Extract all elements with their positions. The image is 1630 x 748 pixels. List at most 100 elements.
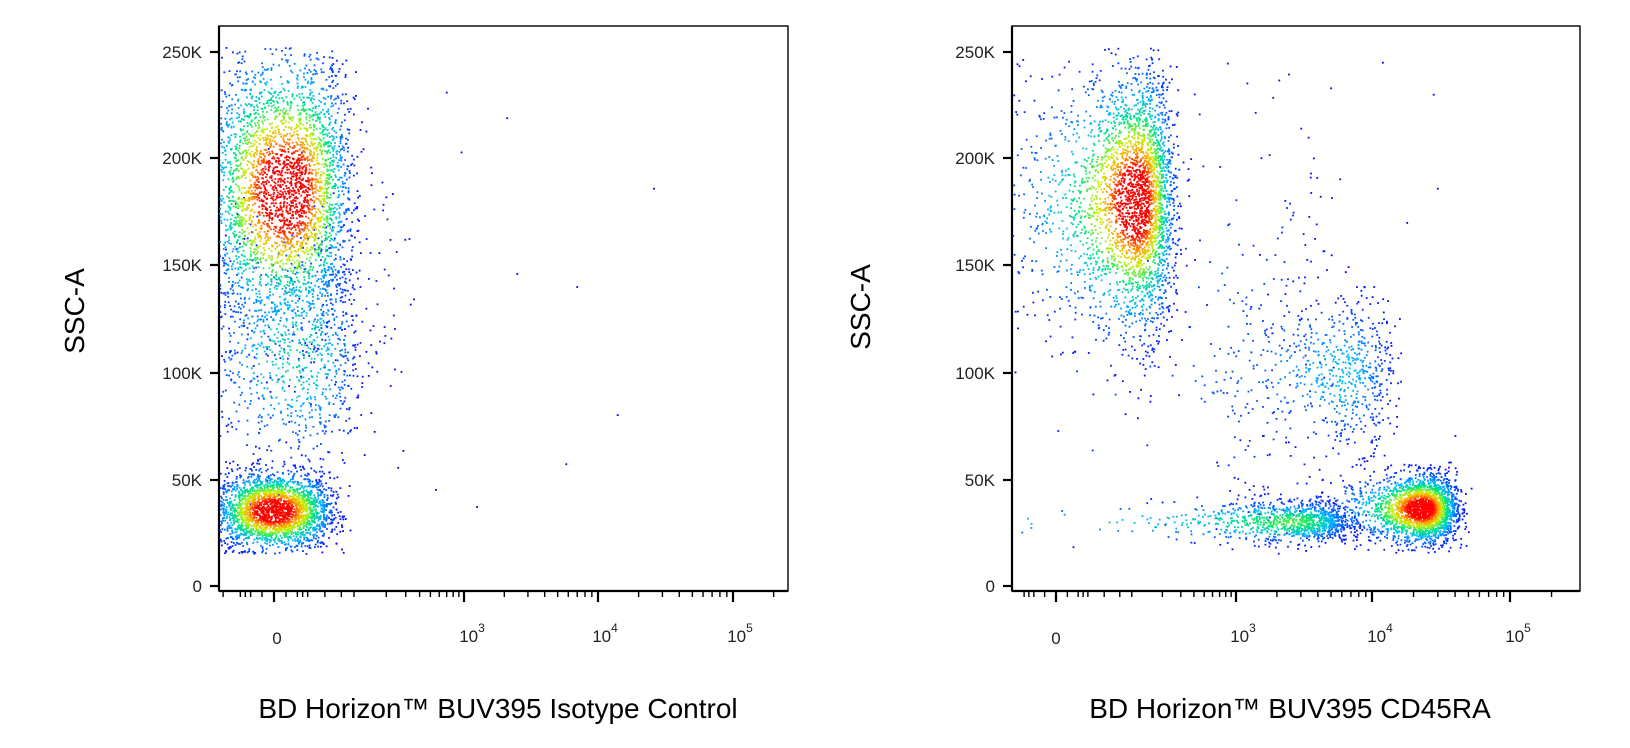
event-point [261, 108, 264, 110]
event-point [340, 159, 343, 162]
event-point [315, 171, 318, 174]
event-point [319, 202, 322, 205]
event-point [308, 144, 311, 147]
event-point [287, 307, 289, 309]
event-point [265, 483, 267, 486]
event-point [231, 551, 234, 553]
event-point [248, 199, 251, 202]
event-point [309, 265, 311, 268]
event-point [323, 508, 326, 511]
event-point [327, 487, 330, 489]
event-point [297, 357, 300, 360]
event-point [298, 342, 300, 345]
event-point [225, 351, 227, 353]
event-point [280, 347, 283, 350]
event-point [361, 121, 363, 124]
event-point [287, 59, 289, 62]
event-point [290, 415, 292, 418]
event-point [331, 344, 334, 346]
event-point [341, 190, 344, 193]
event-point [222, 197, 224, 200]
event-point [279, 480, 281, 483]
event-point [257, 380, 259, 382]
event-point [334, 254, 337, 256]
event-point [345, 320, 348, 323]
event-point [324, 395, 327, 398]
event-point [257, 318, 260, 321]
event-point [308, 320, 311, 323]
event-point [309, 53, 312, 56]
event-point [325, 191, 328, 194]
event-point [288, 527, 291, 530]
event-point [287, 538, 290, 541]
event-point [288, 341, 291, 344]
event-point [301, 507, 304, 509]
event-point [343, 258, 345, 260]
event-point [225, 145, 228, 147]
event-point [301, 414, 304, 417]
event-point [317, 216, 319, 219]
event-point [340, 386, 343, 389]
event-point [265, 240, 268, 242]
event-point [316, 445, 318, 448]
event-point [284, 398, 287, 401]
event-point [243, 507, 246, 509]
event-point [303, 524, 306, 527]
event-point [252, 489, 254, 492]
event-point [333, 130, 336, 132]
event-point [250, 103, 253, 106]
event-point [322, 137, 325, 140]
event-point [326, 326, 328, 328]
event-point [240, 509, 242, 512]
event-point [237, 371, 240, 373]
event-point [253, 322, 256, 325]
event-point [327, 186, 330, 189]
event-point [270, 478, 273, 481]
event-point [314, 527, 317, 530]
event-point [237, 506, 240, 509]
event-point [229, 533, 232, 536]
event-point [237, 247, 240, 250]
event-point [292, 366, 295, 369]
event-point [300, 482, 303, 484]
event-point [347, 207, 350, 210]
event-point [230, 421, 233, 424]
event-point [338, 429, 341, 431]
event-point [261, 546, 264, 548]
event-point [228, 276, 230, 279]
event-point [273, 479, 276, 482]
event-point [235, 206, 238, 208]
event-point [243, 230, 246, 233]
event-point [305, 380, 308, 383]
event-point [318, 421, 321, 424]
event-point [349, 229, 352, 232]
event-point [230, 379, 232, 382]
event-point [292, 535, 295, 538]
event-point [253, 533, 256, 535]
event-point [324, 133, 326, 136]
event-point [300, 98, 303, 101]
event-point [229, 497, 231, 500]
event-point [265, 547, 268, 550]
event-point [320, 317, 323, 320]
event-point [344, 362, 347, 364]
event-point [312, 498, 315, 501]
event-point [279, 265, 282, 267]
event-point [257, 261, 259, 264]
event-point [331, 528, 334, 531]
event-point [239, 221, 241, 224]
event-point [239, 246, 241, 249]
event-point [235, 410, 238, 413]
event-point [296, 77, 298, 80]
event-point [330, 302, 332, 305]
event-point [296, 94, 298, 97]
event-point [355, 71, 357, 73]
event-point [319, 144, 322, 147]
event-point [241, 223, 244, 226]
event-point [339, 400, 342, 402]
event-point [267, 282, 269, 285]
event-point [237, 149, 240, 152]
event-point [291, 406, 294, 408]
event-point [325, 280, 327, 283]
event-point [247, 78, 249, 80]
